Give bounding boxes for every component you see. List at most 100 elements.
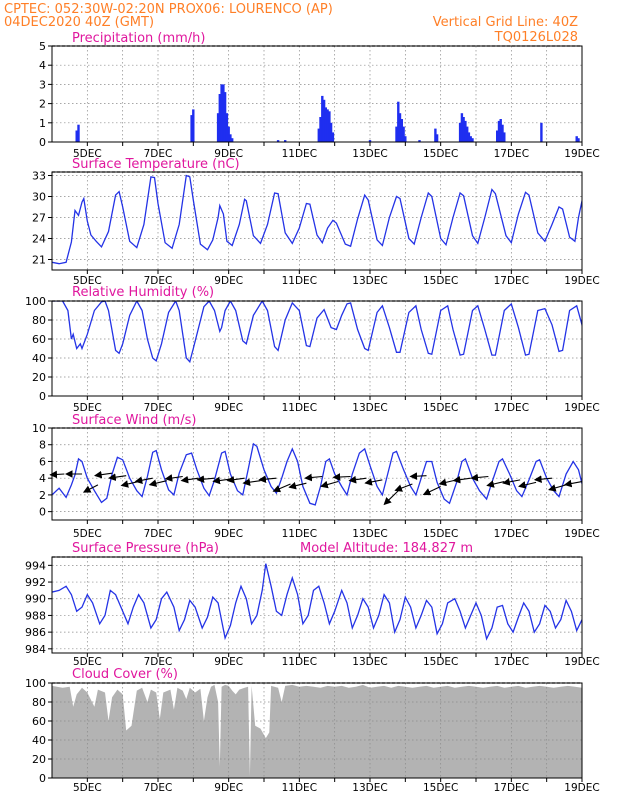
precipitation-xtick-label: 19DEC bbox=[564, 148, 599, 160]
humidity-ytick-label: 40 bbox=[32, 352, 46, 365]
precipitation-bar bbox=[540, 122, 543, 142]
cloud-cover-title: Cloud Cover (%) bbox=[72, 667, 178, 682]
wind-wind-vector bbox=[148, 479, 167, 487]
cloud-cover-xtick-label: 13DEC bbox=[352, 782, 387, 794]
humidity-xtick-label: 7DEC bbox=[144, 402, 173, 414]
wind-ytick-label: 4 bbox=[39, 472, 46, 485]
precipitation-bar bbox=[216, 113, 220, 142]
precipitation-bar bbox=[497, 120, 501, 142]
wind-xtick-label: 15DEC bbox=[423, 528, 458, 540]
precipitation-xtick-label: 11DEC bbox=[282, 148, 317, 160]
wind-ytick-label: 8 bbox=[39, 439, 46, 452]
temperature-ytick-label: 33 bbox=[32, 170, 46, 183]
pressure-xtick-label: 13DEC bbox=[352, 656, 387, 668]
wind-xtick-label: 13DEC bbox=[352, 528, 387, 540]
humidity-xtick-label: 5DEC bbox=[73, 402, 102, 414]
precipitation-bar bbox=[225, 113, 229, 142]
precipitation-xtick-label: 5DEC bbox=[73, 148, 102, 160]
precipitation-bar bbox=[329, 122, 333, 142]
pressure-line bbox=[52, 563, 582, 641]
temperature-xtick-label: 11DEC bbox=[282, 275, 317, 287]
wind-xtick-label: 11DEC bbox=[282, 528, 317, 540]
pressure-xtick-label: 11DEC bbox=[282, 656, 317, 668]
precipitation-xtick-label: 7DEC bbox=[144, 148, 173, 160]
temperature-xtick-label: 7DEC bbox=[144, 275, 173, 287]
precipitation-bar bbox=[398, 113, 402, 142]
precipitation-bar bbox=[319, 117, 322, 142]
wind-wind-vector bbox=[272, 483, 291, 493]
precipitation-xtick-label: 17DEC bbox=[494, 148, 529, 160]
wind-wind-vector bbox=[518, 481, 537, 489]
precipitation-bar bbox=[220, 84, 223, 142]
temperature-ytick-label: 27 bbox=[32, 212, 46, 225]
header-grid-line: Vertical Grid Line: 40Z bbox=[433, 15, 578, 30]
precipitation-title: Precipitation (mm/h) bbox=[72, 31, 205, 46]
cloud-cover-xtick-label: 15DEC bbox=[423, 782, 458, 794]
wind-wind-vector bbox=[563, 479, 583, 488]
precipitation-bar bbox=[496, 130, 499, 142]
humidity-xtick-label: 9DEC bbox=[214, 402, 243, 414]
cloud-cover-xtick-label: 7DEC bbox=[144, 782, 173, 794]
cloud-cover-xtick-label: 11DEC bbox=[282, 782, 317, 794]
cloud-cover-ytick-label: 60 bbox=[32, 715, 46, 728]
pressure-ytick-label: 986 bbox=[25, 626, 46, 639]
precipitation-bar bbox=[404, 136, 407, 142]
wind-wind-vector bbox=[409, 472, 427, 481]
temperature-ytick-label: 21 bbox=[32, 254, 46, 267]
precipitation-bar bbox=[231, 138, 234, 142]
temperature-xtick-label: 17DEC bbox=[494, 275, 529, 287]
precipitation-bar bbox=[395, 126, 398, 142]
humidity-ytick-label: 60 bbox=[32, 333, 46, 346]
pressure-ytick-label: 994 bbox=[25, 559, 46, 572]
precipitation-panel: 0 1 2 3 4 5 5DEC 7DEC 9DEC 11DEC 13DEC 15DEC 17DEC 19… bbox=[39, 31, 600, 160]
humidity-xtick-label: 11DEC bbox=[282, 402, 317, 414]
precipitation-bar bbox=[397, 101, 400, 142]
wind-panel: 0 2 4 6 8 10 5DEC 7DEC 9DEC 11DEC 13DEC 15DEC 17DEC 1… bbox=[32, 413, 600, 540]
precipitation-xtick-label: 9DEC bbox=[214, 148, 243, 160]
wind-wind-vector bbox=[180, 475, 199, 484]
humidity-xtick-label: 13DEC bbox=[352, 402, 387, 414]
precipitation-bar bbox=[458, 122, 462, 142]
precipitation-bar bbox=[577, 138, 580, 142]
humidity-panel: 0 20 40 60 80 100 5DEC 7DEC 9DEC 11DEC 13DEC 15DEC 1… bbox=[25, 285, 600, 414]
cloud-cover-xtick-label: 19DEC bbox=[564, 782, 599, 794]
humidity-xtick-label: 19DEC bbox=[564, 402, 599, 414]
pressure-ytick-label: 992 bbox=[25, 576, 46, 589]
wind-xtick-label: 9DEC bbox=[214, 528, 243, 540]
cloud-cover-area bbox=[52, 684, 582, 778]
cloud-cover-xtick-label: 5DEC bbox=[73, 782, 102, 794]
wind-xtick-label: 5DEC bbox=[73, 528, 102, 540]
wind-wind-vector bbox=[94, 470, 113, 479]
precipitation-bar bbox=[467, 132, 471, 142]
precipitation-bar bbox=[435, 134, 439, 142]
pressure-ytick-label: 984 bbox=[25, 643, 46, 656]
precipitation-bar bbox=[418, 140, 421, 142]
pressure-xtick-label: 17DEC bbox=[494, 656, 529, 668]
wind-ytick-label: 10 bbox=[32, 422, 46, 435]
wind-wind-vector bbox=[332, 473, 351, 481]
cloud-cover-xtick-label: 9DEC bbox=[214, 782, 243, 794]
wind-wind-vector bbox=[533, 475, 553, 484]
precipitation-bar bbox=[501, 124, 504, 142]
precipitation-bar bbox=[503, 132, 506, 142]
pressure-xtick-label: 15DEC bbox=[423, 656, 458, 668]
wind-wind-vector bbox=[288, 481, 307, 490]
pressure-xtick-label: 19DEC bbox=[564, 656, 599, 668]
precipitation-xtick-label: 15DEC bbox=[423, 148, 458, 160]
temperature-xtick-label: 19DEC bbox=[564, 275, 599, 287]
wind-xtick-label: 17DEC bbox=[494, 528, 529, 540]
precipitation-bar bbox=[75, 130, 78, 142]
wind-wind-vector bbox=[383, 490, 399, 506]
precipitation-bar bbox=[192, 109, 195, 142]
humidity-xtick-label: 15DEC bbox=[423, 402, 458, 414]
wind-wind-vector bbox=[320, 480, 339, 489]
temperature-line bbox=[52, 174, 582, 265]
precipitation-bar bbox=[499, 119, 502, 142]
wind-wind-vector bbox=[196, 475, 215, 484]
wind-wind-vector bbox=[452, 475, 471, 484]
humidity-xtick-label: 17DEC bbox=[494, 402, 529, 414]
temperature-xtick-label: 15DEC bbox=[423, 275, 458, 287]
wind-wind-vector bbox=[470, 473, 489, 482]
precipitation-bar bbox=[402, 126, 405, 142]
precipitation-bar bbox=[190, 115, 193, 142]
